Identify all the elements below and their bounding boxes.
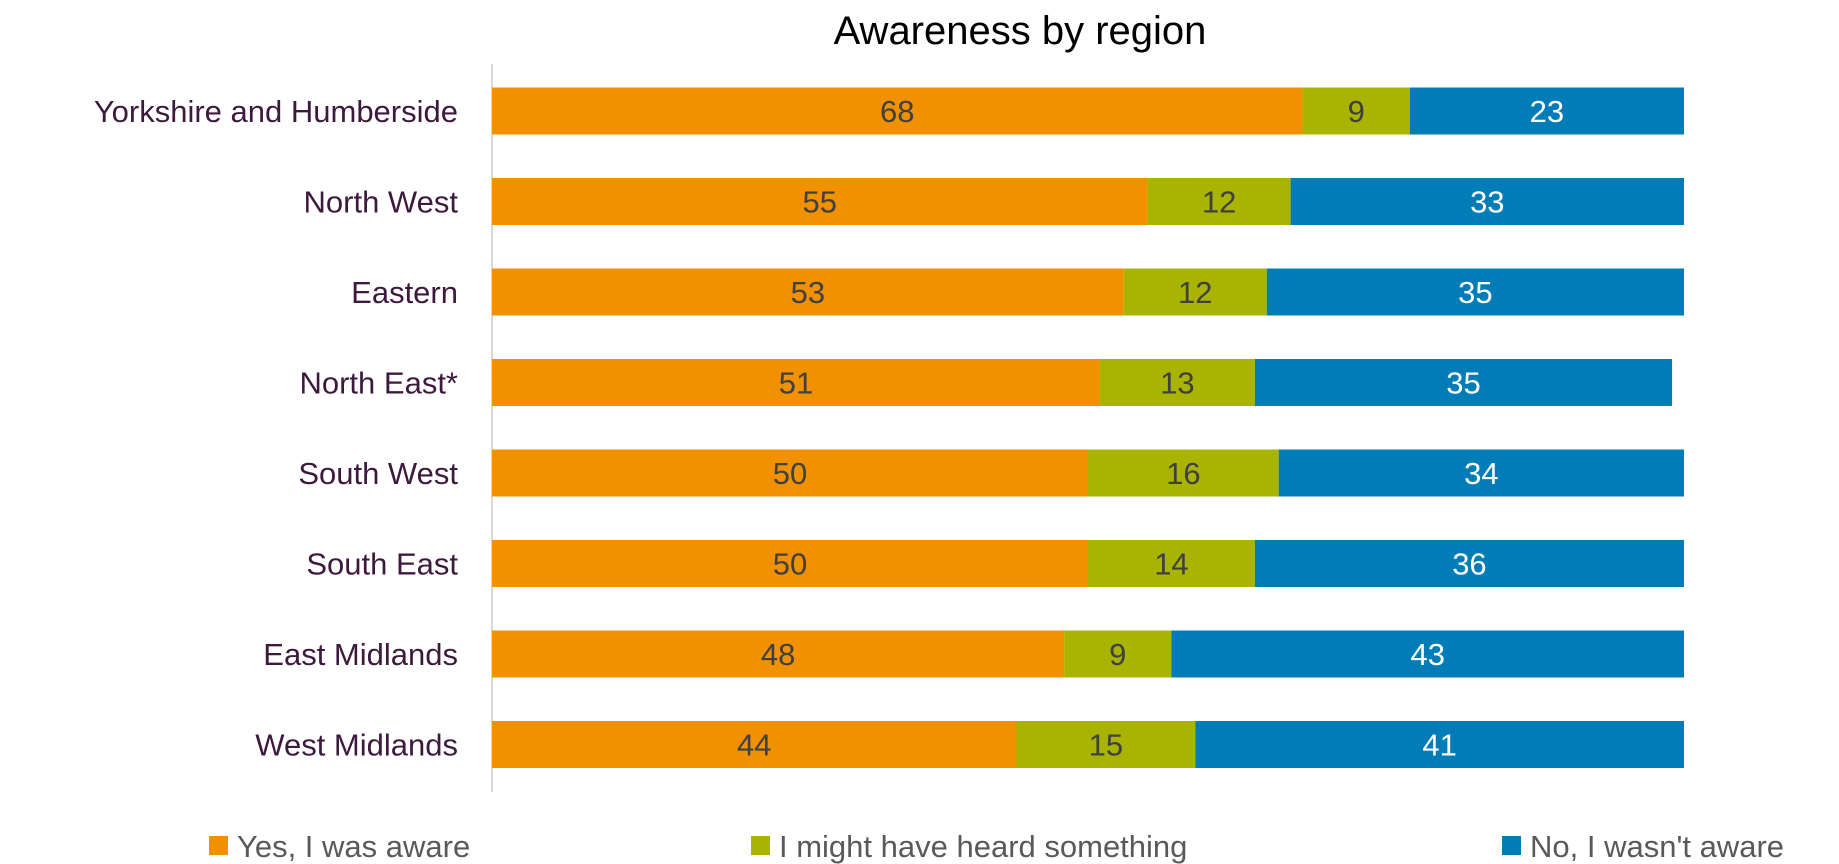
- category-label-north-west: North West: [304, 185, 459, 220]
- category-label-south-east: South East: [306, 547, 458, 582]
- category-label-east-midlands: East Midlands: [263, 637, 458, 672]
- data-label-north-west-series-0: 55: [803, 185, 837, 220]
- bar-north-east-series-2: [1254, 359, 1673, 406]
- legend-label-2: No, I wasn't aware: [1530, 829, 1784, 864]
- data-label-eastern-series-0: 53: [791, 275, 825, 310]
- bar-yorkshire-and-humberside-series-1: [1302, 87, 1410, 135]
- legend-swatch-2: [1502, 836, 1521, 855]
- bar-south-west-series-0: [492, 449, 1088, 497]
- data-label-west-midlands-series-2: 41: [1422, 728, 1456, 763]
- bars-group: 68 9 23 55 12 33 53 12 35 51 13 35 50 16 34 50 14 36 48 9 43…: [492, 87, 1684, 768]
- category-label-south-west: South West: [298, 456, 458, 491]
- data-label-north-east-series-0: 51: [779, 366, 813, 401]
- bar-south-east-series-1: [1088, 540, 1255, 587]
- category-label-north-east: North East*: [299, 366, 458, 401]
- data-label-yorkshire-and-humberside-series-0: 68: [880, 94, 914, 129]
- data-label-north-east-series-1: 13: [1160, 366, 1194, 401]
- data-label-eastern-series-1: 12: [1178, 275, 1212, 310]
- bar-south-east-series-2: [1254, 540, 1684, 587]
- bar-yorkshire-and-humberside-series-0: [492, 87, 1303, 135]
- data-label-west-midlands-series-1: 15: [1089, 728, 1123, 763]
- bar-yorkshire-and-humberside-series-2: [1409, 87, 1684, 135]
- category-label-eastern: Eastern: [351, 275, 458, 310]
- legend: Yes, I was aware I might have heard somet…: [209, 829, 1784, 864]
- data-label-south-east-series-2: 36: [1452, 547, 1486, 582]
- bar-eastern-series-0: [492, 268, 1124, 316]
- bar-north-west-series-2: [1290, 178, 1684, 225]
- category-label-west-midlands: West Midlands: [255, 728, 458, 763]
- legend-label-1: I might have heard something: [779, 829, 1187, 864]
- category-label-yorkshire-and-humberside: Yorkshire and Humberside: [94, 94, 458, 129]
- bar-north-west-series-1: [1147, 178, 1291, 225]
- legend-swatch-1: [751, 836, 770, 855]
- data-label-east-midlands-series-2: 43: [1410, 637, 1444, 672]
- data-label-yorkshire-and-humberside-series-2: 23: [1530, 94, 1564, 129]
- bar-east-midlands-series-0: [492, 630, 1065, 678]
- category-labels: Yorkshire and Humberside North West Easter…: [94, 94, 459, 763]
- data-label-south-west-series-0: 50: [773, 456, 807, 491]
- bar-north-west-series-0: [492, 178, 1148, 225]
- bar-north-east-series-1: [1099, 359, 1255, 406]
- bar-east-midlands-series-2: [1171, 630, 1684, 678]
- bar-west-midlands-series-0: [492, 721, 1017, 768]
- bar-east-midlands-series-1: [1064, 630, 1172, 678]
- bar-eastern-series-1: [1123, 268, 1267, 316]
- bar-south-west-series-1: [1088, 449, 1279, 497]
- data-label-north-west-series-1: 12: [1202, 185, 1236, 220]
- bar-north-east-series-0: [492, 359, 1100, 406]
- data-label-east-midlands-series-1: 9: [1109, 637, 1126, 672]
- bar-west-midlands-series-2: [1195, 721, 1684, 768]
- data-label-south-west-series-2: 34: [1464, 456, 1498, 491]
- legend-label-0: Yes, I was aware: [237, 829, 470, 864]
- data-label-south-east-series-1: 14: [1154, 547, 1188, 582]
- chart-title: Awareness by region: [834, 9, 1207, 53]
- data-label-yorkshire-and-humberside-series-1: 9: [1348, 94, 1365, 129]
- bar-eastern-series-2: [1266, 268, 1684, 316]
- data-label-south-west-series-1: 16: [1166, 456, 1200, 491]
- data-label-north-west-series-2: 33: [1470, 185, 1504, 220]
- data-label-south-east-series-0: 50: [773, 547, 807, 582]
- bar-west-midlands-series-1: [1016, 721, 1196, 768]
- bar-south-west-series-2: [1278, 449, 1684, 497]
- bar-south-east-series-0: [492, 540, 1088, 587]
- legend-swatch-0: [209, 836, 228, 855]
- data-label-west-midlands-series-0: 44: [737, 728, 771, 763]
- data-label-east-midlands-series-0: 48: [761, 637, 795, 672]
- data-label-eastern-series-2: 35: [1458, 275, 1492, 310]
- data-label-north-east-series-2: 35: [1446, 366, 1480, 401]
